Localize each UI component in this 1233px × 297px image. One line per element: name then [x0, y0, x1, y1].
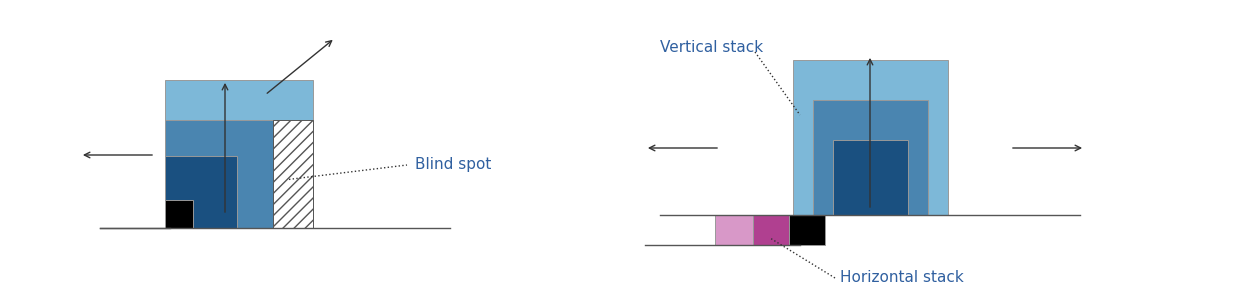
- Bar: [165, 80, 313, 228]
- Bar: [272, 120, 313, 228]
- Bar: [165, 156, 237, 228]
- Text: Blind spot: Blind spot: [416, 157, 492, 173]
- Text: Vertical stack: Vertical stack: [660, 40, 763, 56]
- Bar: [715, 215, 753, 245]
- Bar: [789, 215, 825, 245]
- Text: Horizontal stack: Horizontal stack: [840, 271, 964, 285]
- Bar: [793, 60, 947, 215]
- Bar: [165, 120, 272, 228]
- Bar: [813, 100, 927, 215]
- Bar: [165, 200, 194, 228]
- Bar: [832, 140, 907, 215]
- Bar: [753, 215, 789, 245]
